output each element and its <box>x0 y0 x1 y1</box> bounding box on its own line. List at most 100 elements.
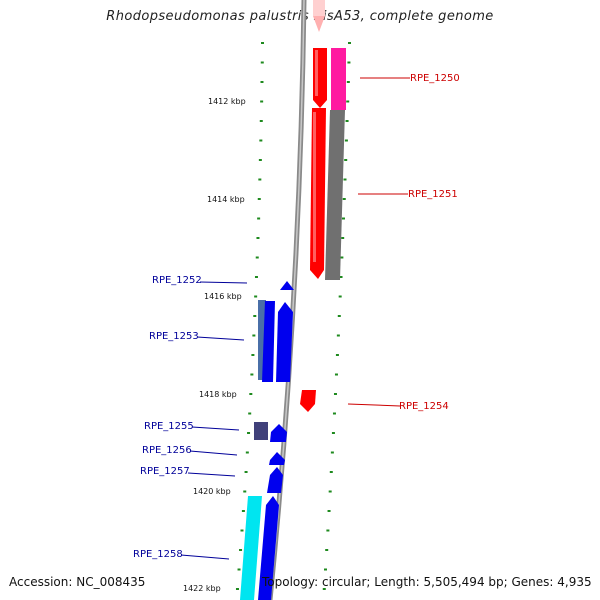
scale-label-1416: 1416 kbp <box>204 292 242 301</box>
scale-tick <box>330 451 334 454</box>
label-line-rpe-1257 <box>187 472 236 477</box>
gene-rpe-1251-shade <box>313 112 316 262</box>
gene-rpe-1255-arrow[interactable] <box>270 424 287 442</box>
gene-rpe-1256-arrow[interactable] <box>269 452 285 465</box>
scale-tick <box>344 139 348 142</box>
scale-label-1422: 1422 kbp <box>183 584 221 593</box>
scale-tick <box>252 334 256 337</box>
scale-tick <box>241 510 245 512</box>
scale-tick <box>250 373 254 376</box>
scale-tick <box>344 159 348 161</box>
gene-rpe-1252-arrow[interactable] <box>280 281 294 290</box>
scale-tick <box>257 198 261 200</box>
scale-tick <box>258 159 262 161</box>
label-line-rpe-1256 <box>189 450 238 456</box>
scale-tick <box>240 529 244 532</box>
scale-tick <box>331 432 335 434</box>
scale-tick <box>255 256 259 259</box>
gene-fragment-top <box>313 0 325 16</box>
gene-label-rpe-1253[interactable]: RPE_1253 <box>149 331 199 342</box>
scale-tick <box>235 588 239 590</box>
scale-tick <box>338 295 342 298</box>
scale-tick <box>325 549 329 551</box>
genome-summary-text: Topology: circular; Length: 5,505,494 bp… <box>262 575 592 589</box>
gene-rpe-1258-cyan[interactable] <box>240 496 262 600</box>
scale-tick <box>327 510 331 512</box>
scale-tick <box>340 256 344 259</box>
scale-tick <box>348 42 351 44</box>
scale-tick <box>254 276 258 278</box>
scale-label-1412: 1412 kbp <box>208 97 246 106</box>
scale-tick <box>257 217 261 220</box>
gene-label-rpe-1254[interactable]: RPE_1254 <box>399 401 449 412</box>
scale-label-1418: 1418 kbp <box>199 390 237 399</box>
gene-rpe-1253-arrow-b[interactable] <box>276 302 293 382</box>
scale-tick <box>260 61 264 64</box>
label-line-rpe-1255 <box>191 426 240 431</box>
scale-tick <box>329 471 333 473</box>
scale-tick <box>247 432 251 434</box>
scale-tick <box>346 81 350 83</box>
scale-tick <box>254 295 258 298</box>
scale-tick <box>328 490 332 493</box>
scale-tick <box>251 354 255 356</box>
gene-pink-bar <box>331 48 346 110</box>
scale-tick <box>259 139 263 142</box>
gene-rpe-1258-arrow[interactable] <box>258 496 279 600</box>
gene-rpe-1254-arrow[interactable] <box>300 390 316 412</box>
scale-tick <box>343 178 347 181</box>
gene-rpe-1257-arrow[interactable] <box>267 467 283 493</box>
accession-text: Accession: NC_008435 <box>9 575 146 589</box>
scale-tick <box>345 120 349 122</box>
label-line-rpe-1258 <box>180 554 230 560</box>
scale-label-1420: 1420 kbp <box>193 487 231 496</box>
scale-tick <box>339 276 343 278</box>
scale-tick <box>342 198 346 200</box>
scale-tick <box>253 315 257 317</box>
gene-rpe-1253-arrow[interactable] <box>262 301 275 382</box>
scale-tick <box>335 354 339 356</box>
gene-rpe-1251-arrow[interactable] <box>310 108 326 279</box>
scale-tick <box>237 568 241 571</box>
gene-rpe-1255-navy[interactable] <box>254 422 268 440</box>
scale-tick <box>243 490 247 493</box>
label-line-rpe-1253 <box>196 336 245 341</box>
scale-tick <box>249 393 253 395</box>
scale-tick <box>261 42 264 44</box>
scale-tick <box>326 529 330 532</box>
scale-tick <box>341 217 345 220</box>
scale-tick <box>337 315 341 317</box>
gene-label-rpe-1251[interactable]: RPE_1251 <box>408 189 458 200</box>
scale-tick <box>258 178 262 181</box>
scale-tick <box>245 451 249 454</box>
scale-tick <box>260 81 264 83</box>
scale-tick <box>244 471 248 473</box>
gene-label-rpe-1250[interactable]: RPE_1250 <box>410 73 460 84</box>
scale-tick <box>248 412 252 415</box>
scale-tick <box>239 549 243 551</box>
scale-tick <box>256 237 260 239</box>
scale-tick <box>259 120 263 122</box>
label-line-rpe-1254 <box>347 403 401 407</box>
gene-label-rpe-1255[interactable]: RPE_1255 <box>144 421 194 432</box>
gene-fragment-top-tip <box>313 16 325 32</box>
scale-tick <box>322 588 326 590</box>
gene-label-rpe-1258[interactable]: RPE_1258 <box>133 549 183 560</box>
scale-tick <box>332 412 336 415</box>
scale-tick <box>334 373 338 376</box>
scale-tick <box>346 100 350 103</box>
scale-tick <box>336 334 340 337</box>
scale-tick <box>333 393 337 395</box>
scale-tick <box>347 61 351 64</box>
gene-rpe-1253-steel[interactable] <box>258 300 266 380</box>
gene-rpe-1250-shade <box>315 50 318 96</box>
gene-label-rpe-1252[interactable]: RPE_1252 <box>152 275 202 286</box>
scale-label-1414: 1414 kbp <box>207 195 245 204</box>
genome-title: Rhodopseudomonas palustris BisA53, compl… <box>106 9 494 24</box>
gene-label-rpe-1256[interactable]: RPE_1256 <box>142 445 192 456</box>
gene-label-rpe-1257[interactable]: RPE_1257 <box>140 466 190 477</box>
label-line-rpe-1252 <box>199 281 248 284</box>
scale-ticks <box>235 42 351 590</box>
